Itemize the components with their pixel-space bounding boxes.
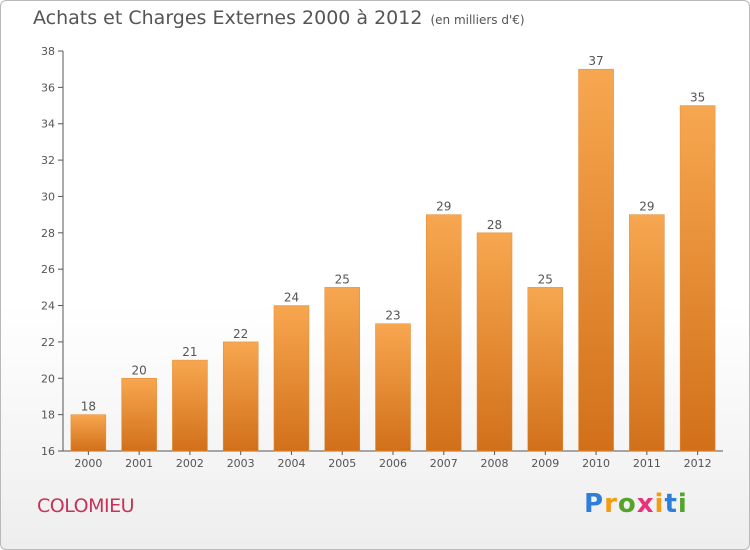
- x-tick-label: 2010: [582, 457, 610, 470]
- x-tick-label: 2009: [531, 457, 559, 470]
- logo-letter: r: [604, 489, 618, 519]
- chart-title: Achats et Charges Externes 2000 à 2012 (e…: [33, 7, 525, 29]
- bar-value-label: 29: [639, 200, 654, 214]
- x-tick-label: 2003: [227, 457, 255, 470]
- logo-letter: t: [664, 489, 678, 519]
- x-tick-label: 2002: [176, 457, 204, 470]
- bar-value-label: 25: [335, 272, 350, 286]
- y-tick-label: 20: [41, 372, 55, 385]
- bar-value-label: 28: [487, 218, 502, 232]
- y-tick-label: 38: [41, 45, 55, 58]
- logo-letter: i: [654, 489, 665, 519]
- bar-value-label: 37: [588, 54, 603, 68]
- y-tick-label: 30: [41, 190, 55, 203]
- y-tick-label: 36: [41, 81, 55, 94]
- bar-value-label: 18: [81, 400, 96, 414]
- y-tick-label: 32: [41, 154, 55, 167]
- logo-letter: x: [636, 489, 655, 519]
- bar: [629, 214, 665, 452]
- bar: [70, 414, 107, 452]
- x-tick-label: 2008: [481, 457, 509, 470]
- bar: [426, 214, 462, 452]
- bar: [679, 105, 716, 452]
- unit-text: (en milliers d'€): [430, 13, 525, 27]
- bar-value-label: 23: [385, 309, 400, 323]
- bar: [375, 323, 411, 452]
- y-tick-label: 16: [41, 445, 55, 458]
- bar: [578, 68, 614, 452]
- bar-value-label: 29: [436, 200, 451, 214]
- commune-name: COLOMIEU: [37, 495, 135, 517]
- bar: [172, 359, 208, 452]
- x-tick-label: 2006: [379, 457, 407, 470]
- bar: [222, 341, 259, 452]
- x-tick-label: 2000: [74, 457, 102, 470]
- bar: [324, 287, 360, 452]
- x-tick-label: 2005: [328, 457, 356, 470]
- bar: [527, 287, 564, 452]
- bar: [121, 378, 157, 452]
- bar: [273, 305, 310, 452]
- x-tick-label: 2011: [633, 457, 661, 470]
- y-tick-label: 28: [41, 227, 55, 240]
- bar-value-label: 20: [132, 363, 147, 377]
- proxiti-logo: Proxiti: [584, 489, 688, 519]
- y-tick-label: 34: [41, 118, 55, 131]
- x-tick-label: 2004: [277, 457, 305, 470]
- bar-value-label: 24: [284, 291, 299, 305]
- y-tick-label: 26: [41, 263, 55, 276]
- y-tick-label: 22: [41, 336, 55, 349]
- bar-value-label: 21: [182, 345, 197, 359]
- x-tick-label: 2012: [684, 457, 712, 470]
- logo-letter: i: [677, 489, 688, 519]
- bars: 18 20 21 22 24 25 23 29 28 25 37 29 35: [70, 54, 716, 452]
- title-text: Achats et Charges Externes 2000 à 2012: [33, 7, 423, 29]
- bar: [476, 232, 513, 452]
- y-tick-label: 24: [41, 300, 55, 313]
- y-tick-label: 18: [41, 409, 55, 422]
- logo-letter: P: [584, 489, 605, 519]
- bar-value-label: 25: [538, 272, 553, 286]
- x-tick-label: 2007: [430, 457, 458, 470]
- x-tick-label: 2001: [125, 457, 153, 470]
- bar-value-label: 35: [690, 91, 705, 105]
- logo-letter: o: [617, 489, 637, 519]
- bar-value-label: 22: [233, 327, 248, 341]
